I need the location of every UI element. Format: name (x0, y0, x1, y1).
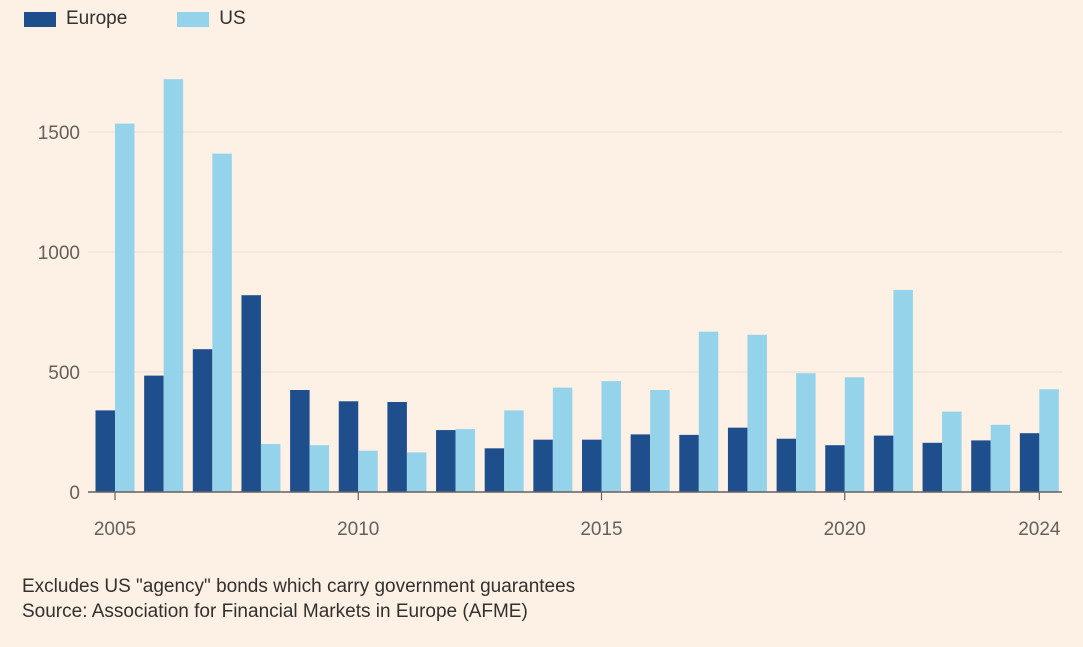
x-tick-label: 2024 (1018, 519, 1061, 540)
y-axis-ticks: 0 500 1000 1500 (38, 123, 80, 504)
grid-lines (88, 131, 1062, 373)
x-tick-label: 2010 (337, 519, 379, 540)
bar-us-2020 (844, 377, 865, 492)
bar-us-2008 (260, 444, 281, 492)
bar-us-2015 (601, 381, 621, 492)
x-tick-label: 2005 (94, 519, 136, 540)
x-axis-ticks: 2005 2010 2015 2020 2024 (94, 492, 1061, 540)
bar-us-2024 (1039, 389, 1059, 492)
bar-europe-2015 (582, 439, 602, 492)
legend: Europe US (24, 8, 296, 30)
y-tick-label: 1500 (38, 123, 80, 144)
legend-label-us: US (219, 8, 246, 29)
bar-us-2011 (406, 452, 427, 492)
bar-us-2018 (747, 334, 767, 492)
bars (95, 79, 1059, 492)
bar-us-2014 (552, 387, 573, 492)
bar-us-2022 (942, 411, 962, 492)
bar-europe-2009 (290, 390, 310, 492)
source-note: Source: Association for Financial Market… (22, 601, 528, 622)
y-tick-label: 0 (69, 483, 80, 504)
bar-europe-2010 (338, 401, 359, 492)
bar-europe-2007 (192, 349, 213, 492)
bar-europe-2005 (95, 410, 115, 492)
bar-us-2019 (796, 373, 816, 492)
x-tick-label: 2015 (580, 519, 622, 540)
y-tick-label: 1000 (38, 243, 80, 264)
bar-europe-2022 (922, 442, 943, 492)
bar-us-2006 (163, 79, 184, 492)
bar-us-2005 (115, 123, 135, 492)
bar-europe-2013 (484, 448, 505, 492)
bar-us-2013 (504, 410, 524, 492)
bar-europe-2018 (727, 427, 748, 492)
bar-us-2010 (358, 450, 378, 492)
x-tick-label: 2020 (824, 519, 866, 540)
legend-swatch-europe (24, 11, 56, 27)
bar-us-2009 (309, 445, 330, 492)
bar-europe-2016 (630, 434, 651, 492)
footnote: Excludes US "agency" bonds which carry g… (22, 576, 576, 597)
legend-item-us: US (177, 8, 246, 30)
bar-europe-2020 (825, 445, 845, 492)
bar-europe-2017 (679, 434, 699, 492)
bar-europe-2012 (436, 430, 456, 492)
bar-europe-2006 (144, 375, 164, 492)
bar-europe-2024 (1019, 433, 1040, 492)
y-tick-label: 500 (48, 363, 80, 384)
bar-us-2021 (893, 289, 913, 492)
bar-us-2007 (212, 153, 232, 492)
legend-label-europe: Europe (66, 8, 128, 29)
bar-us-2017 (698, 331, 719, 492)
bar-europe-2023 (971, 440, 991, 492)
legend-item-europe: Europe (24, 8, 127, 30)
legend-swatch-us (177, 11, 210, 27)
bar-us-2016 (650, 390, 670, 492)
bar-europe-2008 (241, 295, 261, 492)
bar-europe-2014 (533, 439, 553, 492)
bar-us-2012 (455, 429, 476, 492)
bar-europe-2011 (387, 402, 407, 492)
bar-us-2023 (990, 424, 1011, 492)
bar-europe-2019 (776, 438, 797, 492)
chart-notes: Excludes US "agency" bonds which carry g… (22, 574, 575, 624)
bar-europe-2021 (873, 435, 894, 492)
